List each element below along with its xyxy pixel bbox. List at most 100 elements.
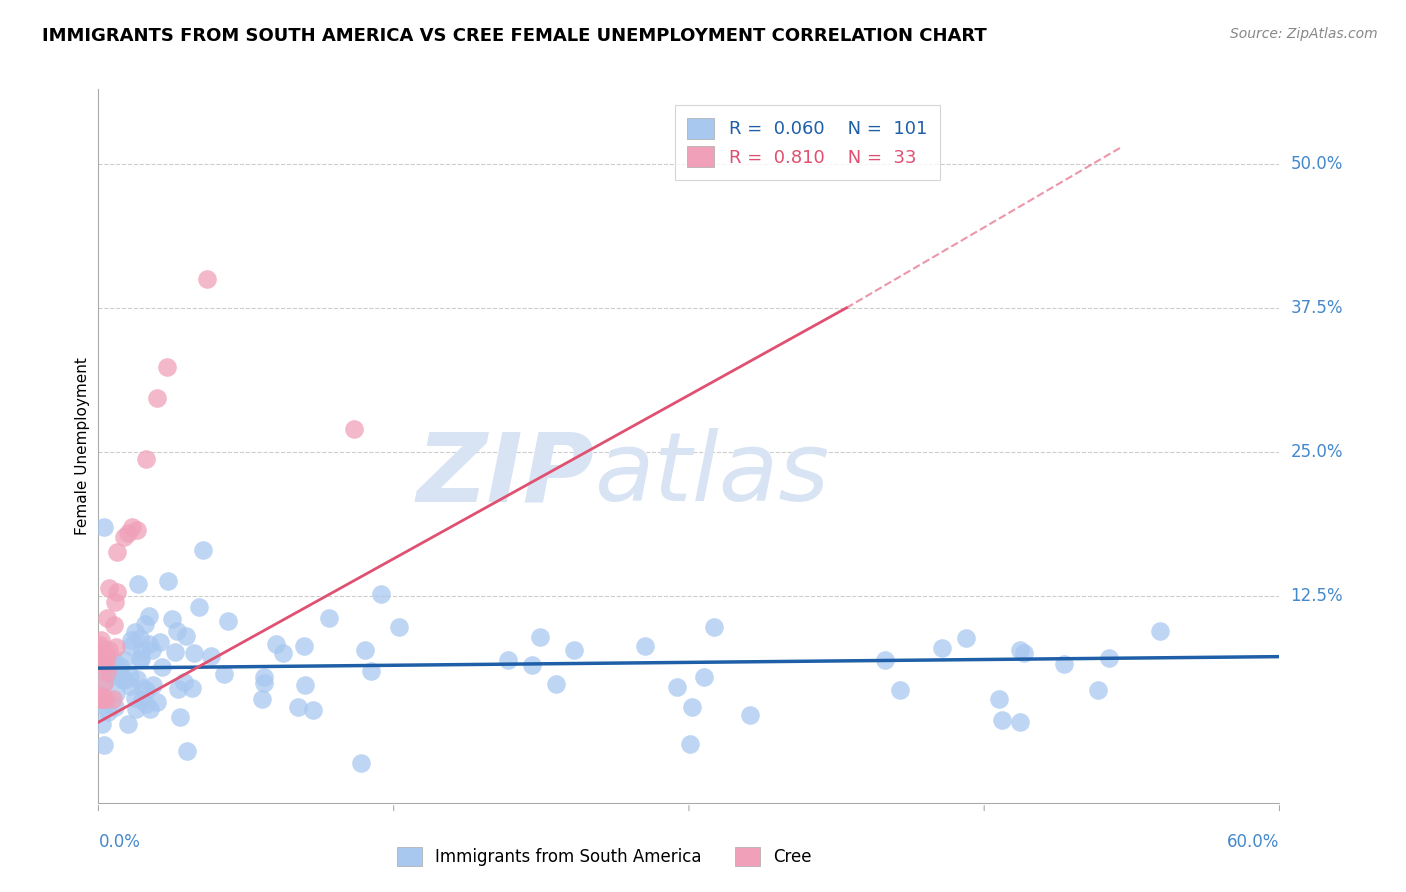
Point: [103, 654, 125, 668]
Point: [127, 524, 149, 538]
Point: [120, 639, 142, 653]
Point: [112, 653, 135, 667]
Point: [681, 700, 703, 714]
Point: [931, 640, 953, 655]
Point: [991, 713, 1014, 727]
Point: [91, 716, 114, 731]
Point: [141, 643, 163, 657]
Point: [89, 638, 111, 652]
Point: [125, 672, 148, 686]
Point: [343, 422, 366, 436]
Point: [318, 611, 340, 625]
Point: [104, 700, 127, 714]
Point: [94, 658, 117, 673]
Point: [1010, 714, 1032, 729]
Point: [94, 692, 117, 706]
Point: [104, 595, 127, 609]
Point: [200, 648, 222, 663]
Point: [529, 630, 551, 644]
Text: 60.0%: 60.0%: [1227, 833, 1279, 851]
Text: Source: ZipAtlas.com: Source: ZipAtlas.com: [1230, 27, 1378, 41]
Point: [98, 643, 121, 657]
Point: [360, 664, 382, 678]
Point: [1008, 643, 1031, 657]
Point: [105, 585, 128, 599]
Point: [105, 544, 128, 558]
Point: [156, 359, 179, 374]
Point: [103, 617, 125, 632]
Text: atlas: atlas: [595, 428, 830, 521]
Point: [188, 599, 211, 614]
Point: [180, 681, 202, 695]
Point: [103, 692, 125, 706]
Point: [98, 581, 121, 595]
Legend: Immigrants from South America, Cree: Immigrants from South America, Cree: [388, 838, 821, 875]
Point: [294, 678, 316, 692]
Point: [169, 710, 191, 724]
Point: [128, 652, 150, 666]
Point: [112, 673, 135, 688]
Point: [1053, 657, 1076, 671]
Point: [160, 612, 183, 626]
Point: [97, 705, 120, 719]
Point: [191, 542, 214, 557]
Point: [212, 667, 235, 681]
Point: [117, 716, 139, 731]
Y-axis label: Female Unemployment: Female Unemployment: [75, 357, 90, 535]
Point: [138, 608, 160, 623]
Point: [89, 690, 111, 704]
Point: [112, 529, 135, 543]
Point: [1012, 646, 1035, 660]
Point: [678, 737, 700, 751]
Point: [131, 643, 153, 657]
Point: [96, 648, 118, 663]
Point: [150, 660, 173, 674]
Point: [142, 678, 165, 692]
Point: [105, 661, 128, 675]
Point: [633, 640, 655, 654]
Point: [135, 697, 157, 711]
Point: [96, 610, 118, 624]
Point: [149, 634, 172, 648]
Point: [131, 692, 153, 706]
Point: [118, 679, 141, 693]
Point: [350, 756, 373, 770]
Point: [301, 703, 323, 717]
Point: [94, 673, 117, 688]
Point: [498, 653, 520, 667]
Point: [129, 651, 152, 665]
Point: [125, 701, 148, 715]
Text: 0.0%: 0.0%: [98, 833, 141, 851]
Point: [166, 624, 188, 638]
Point: [96, 665, 118, 680]
Point: [217, 614, 239, 628]
Point: [105, 640, 128, 654]
Text: ZIP: ZIP: [416, 428, 595, 521]
Point: [183, 646, 205, 660]
Text: 12.5%: 12.5%: [1291, 587, 1343, 605]
Point: [117, 525, 139, 540]
Point: [163, 645, 186, 659]
Text: IMMIGRANTS FROM SOUTH AMERICA VS CREE FEMALE UNEMPLOYMENT CORRELATION CHART: IMMIGRANTS FROM SOUTH AMERICA VS CREE FE…: [42, 27, 987, 45]
Point: [127, 577, 149, 591]
Point: [135, 452, 157, 467]
Point: [138, 702, 160, 716]
Point: [354, 642, 377, 657]
Point: [292, 640, 315, 654]
Point: [174, 629, 197, 643]
Point: [132, 681, 155, 695]
Point: [91, 690, 114, 704]
Point: [250, 692, 273, 706]
Point: [105, 686, 128, 700]
Point: [666, 680, 689, 694]
Point: [544, 677, 567, 691]
Point: [889, 682, 911, 697]
Point: [89, 692, 111, 706]
Point: [110, 668, 132, 682]
Point: [1149, 624, 1171, 639]
Point: [120, 633, 142, 648]
Point: [195, 272, 218, 286]
Point: [388, 619, 411, 633]
Point: [1098, 651, 1121, 665]
Legend: R =  0.060    N =  101, R =  0.810    N =  33: R = 0.060 N = 101, R = 0.810 N = 33: [675, 105, 939, 179]
